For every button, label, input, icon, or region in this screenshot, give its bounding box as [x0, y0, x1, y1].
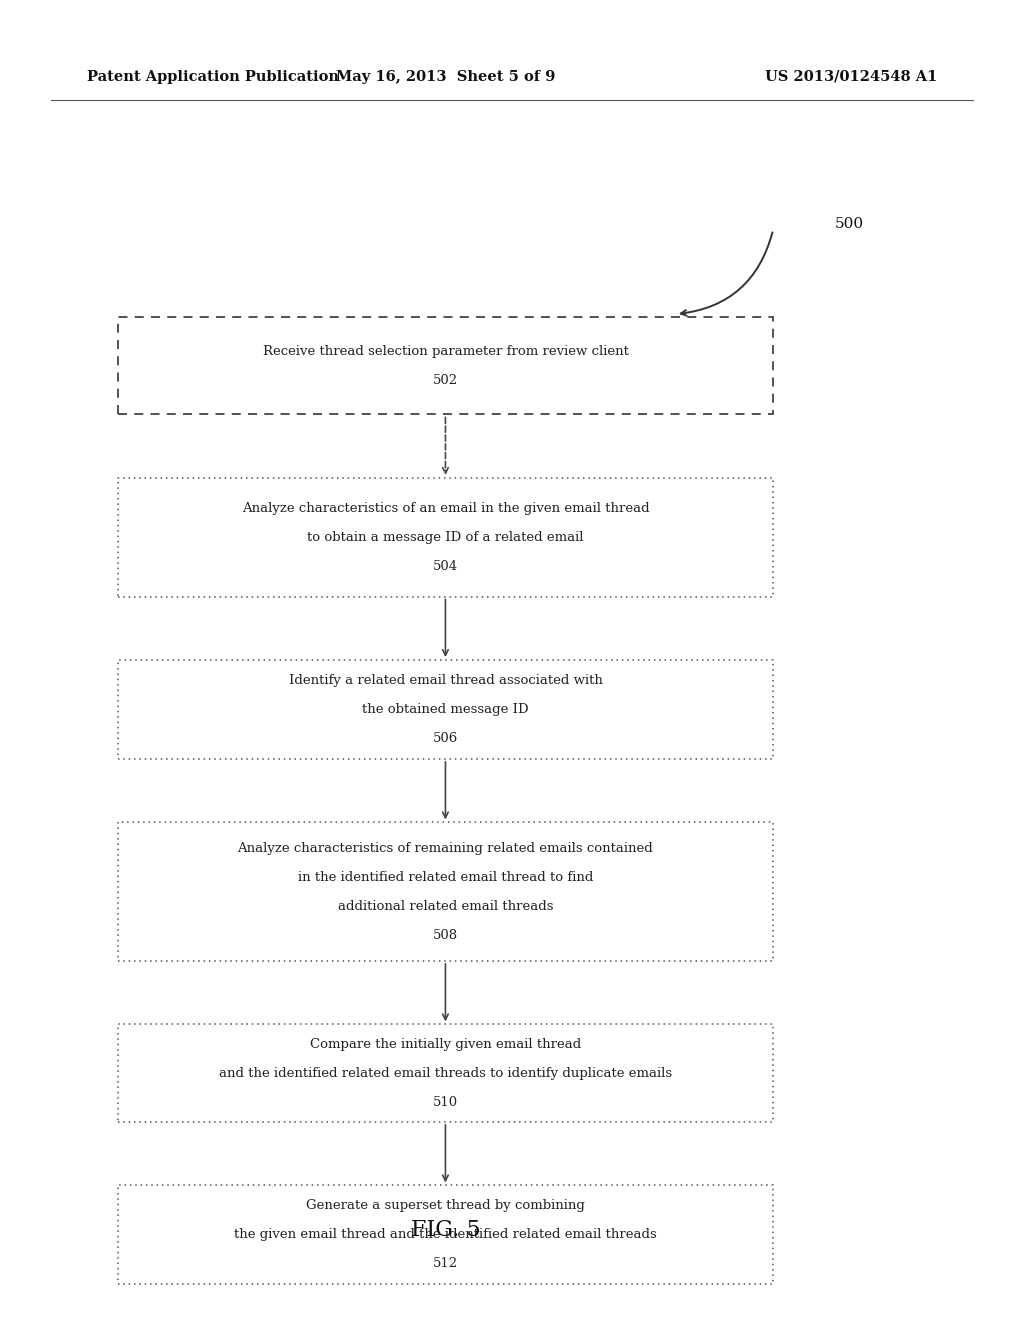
Text: 510: 510: [433, 1096, 458, 1109]
Text: and the identified related email threads to identify duplicate emails: and the identified related email threads…: [219, 1067, 672, 1080]
Text: FIG. 5: FIG. 5: [411, 1220, 480, 1241]
Text: 512: 512: [433, 1258, 458, 1270]
Text: 500: 500: [835, 218, 863, 231]
Text: Analyze characteristics of an email in the given email thread: Analyze characteristics of an email in t…: [242, 502, 649, 515]
Text: 504: 504: [433, 560, 458, 573]
Text: US 2013/0124548 A1: US 2013/0124548 A1: [765, 70, 937, 83]
Bar: [118, 1024, 773, 1122]
Text: additional related email threads: additional related email threads: [338, 900, 553, 912]
Bar: [118, 478, 773, 597]
Text: the obtained message ID: the obtained message ID: [362, 704, 528, 715]
Text: Compare the initially given email thread: Compare the initially given email thread: [310, 1038, 581, 1051]
Text: Receive thread selection parameter from review client: Receive thread selection parameter from …: [262, 345, 629, 358]
Text: 502: 502: [433, 374, 458, 387]
Bar: [118, 660, 773, 759]
Text: the given email thread and the identified related email threads: the given email thread and the identifie…: [234, 1229, 656, 1241]
Bar: [118, 1185, 773, 1284]
Text: Identify a related email thread associated with: Identify a related email thread associat…: [289, 675, 602, 686]
Text: Analyze characteristics of remaining related emails contained: Analyze characteristics of remaining rel…: [238, 842, 653, 854]
Text: Patent Application Publication: Patent Application Publication: [87, 70, 339, 83]
Text: Generate a superset thread by combining: Generate a superset thread by combining: [306, 1200, 585, 1212]
Text: to obtain a message ID of a related email: to obtain a message ID of a related emai…: [307, 531, 584, 544]
Bar: [118, 317, 773, 414]
Text: in the identified related email thread to find: in the identified related email thread t…: [298, 871, 593, 883]
Bar: [118, 822, 773, 961]
Text: May 16, 2013  Sheet 5 of 9: May 16, 2013 Sheet 5 of 9: [336, 70, 555, 83]
Text: 508: 508: [433, 929, 458, 941]
Text: 506: 506: [433, 733, 458, 744]
